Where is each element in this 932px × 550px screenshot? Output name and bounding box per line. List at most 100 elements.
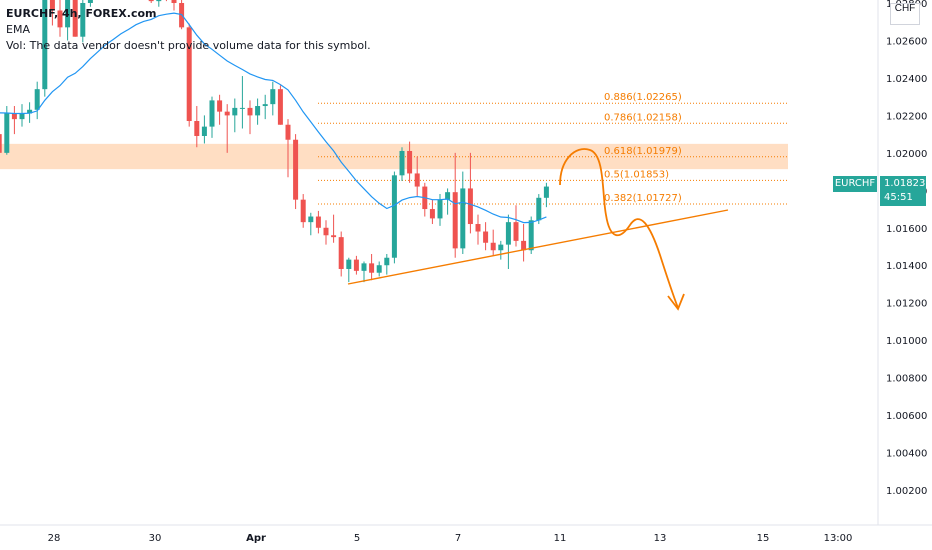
- candle: [156, 0, 162, 7]
- candle: [270, 81, 276, 116]
- candle-body: [521, 240, 527, 251]
- time-tick-label: 15: [757, 533, 770, 544]
- price-tick-label: 1.00200: [886, 486, 927, 497]
- candle: [331, 214, 337, 243]
- fib-label: 0.382(1.01727): [604, 193, 682, 204]
- candle-body: [156, 0, 162, 2]
- time-tick-label: 7: [455, 533, 461, 544]
- candle-body: [308, 216, 314, 223]
- candle: [285, 119, 291, 178]
- candle-body: [483, 231, 489, 243]
- candle-body: [414, 173, 420, 187]
- currency-text: CHF: [894, 3, 916, 14]
- candle-body: [300, 199, 306, 223]
- candle-body: [194, 121, 200, 136]
- candle-body: [0, 134, 2, 153]
- fib-label: 0.786(1.02158): [604, 112, 682, 123]
- price-tick-label: 1.00800: [886, 374, 927, 385]
- time-tick-label: 5: [354, 533, 360, 544]
- candle: [148, 0, 154, 3]
- candle-body: [445, 192, 451, 200]
- candle-body: [87, 0, 93, 3]
- candle: [171, 0, 177, 11]
- fib-level[interactable]: 0.618(1.01979): [318, 146, 788, 158]
- candle: [353, 255, 359, 275]
- candle: [0, 134, 2, 153]
- candle: [483, 222, 489, 251]
- fib-label: 0.5(1.01853): [604, 169, 669, 180]
- candle-body: [361, 263, 367, 271]
- candle-body: [460, 188, 466, 249]
- candle: [460, 171, 466, 254]
- candle: [346, 257, 352, 283]
- candle-body: [232, 107, 238, 116]
- candle: [467, 152, 473, 234]
- candle: [384, 253, 390, 275]
- candle-body: [384, 257, 390, 266]
- candle-body: [224, 111, 230, 116]
- candle: [452, 152, 458, 258]
- candle-body: [437, 199, 443, 219]
- candle-body: [475, 224, 481, 232]
- time-axis[interactable]: 28 30 Apr 5 7 11 13 15 13:00: [48, 533, 853, 544]
- candle-body: [57, 10, 63, 28]
- time-tick-label: 13: [654, 533, 667, 544]
- candle-body: [429, 209, 435, 219]
- ema-line[interactable]: [0, 12, 547, 224]
- price-tick-label: 1.02000: [886, 149, 927, 160]
- candle-body: [543, 186, 549, 198]
- candle-body: [72, 0, 78, 37]
- candle-body: [49, 0, 55, 11]
- fib-level[interactable]: 0.786(1.02158): [318, 112, 788, 124]
- projection-path[interactable]: [559, 148, 679, 309]
- candle: [429, 199, 435, 225]
- candle: [414, 156, 420, 196]
- candle: [19, 104, 25, 127]
- price-tick-label: 1.01000: [886, 336, 927, 347]
- time-tick-label: 28: [48, 533, 61, 544]
- symbol-title[interactable]: EURCHF, 4h, FOREX.com: [6, 7, 157, 20]
- candle: [194, 106, 200, 148]
- candle: [293, 134, 299, 210]
- price-tick-label: 1.01200: [886, 299, 927, 310]
- chart-legend: EURCHF, 4h, FOREX.com EMA Vol: The data …: [6, 6, 371, 54]
- candle: [262, 94, 268, 120]
- candle-body: [148, 0, 154, 2]
- fib-level[interactable]: 0.382(1.01727): [318, 193, 788, 205]
- candle: [255, 98, 261, 125]
- candle-body: [239, 107, 245, 109]
- candle: [11, 106, 17, 135]
- price-tick-label: 1.02600: [886, 36, 927, 47]
- candle-body: [285, 124, 291, 140]
- current-price-tag: 1.01823 45:51: [880, 176, 926, 206]
- candle-body: [505, 222, 511, 245]
- candle-body: [255, 106, 261, 116]
- candle: [543, 182, 549, 208]
- ascending-trendline[interactable]: [347, 209, 729, 285]
- candle-body: [353, 259, 359, 271]
- fib-level[interactable]: 0.886(1.02265): [318, 92, 788, 104]
- volume-note: Vol: The data vendor doesn't provide vol…: [6, 39, 371, 52]
- candle: [422, 182, 428, 217]
- ema-label[interactable]: EMA: [6, 23, 30, 36]
- projection-arrowhead: [667, 293, 685, 311]
- candle: [475, 214, 481, 245]
- time-tick-label: 30: [149, 533, 162, 544]
- candle: [369, 253, 375, 281]
- candle-body: [186, 27, 192, 122]
- candle-body: [536, 197, 542, 221]
- fib-level[interactable]: 0.5(1.01853): [318, 169, 788, 181]
- candle-body: [338, 237, 344, 269]
- price-tick-label: 1.00400: [886, 449, 927, 460]
- time-tick-label: 13:00: [824, 533, 853, 544]
- candle: [490, 229, 496, 256]
- currency-label[interactable]: CHF: [890, 3, 920, 25]
- candle: [87, 0, 93, 7]
- fibonacci-retracement[interactable]: 0.886(1.02265) 0.786(1.02158) 0.618(1.0197…: [318, 92, 788, 205]
- candle-body: [513, 222, 519, 241]
- price-tick-label: 1.01600: [886, 224, 927, 235]
- candle: [361, 261, 367, 283]
- candle-body: [490, 242, 496, 251]
- price-axis[interactable]: 1.028001.026001.024001.022001.020001.018…: [886, 0, 927, 497]
